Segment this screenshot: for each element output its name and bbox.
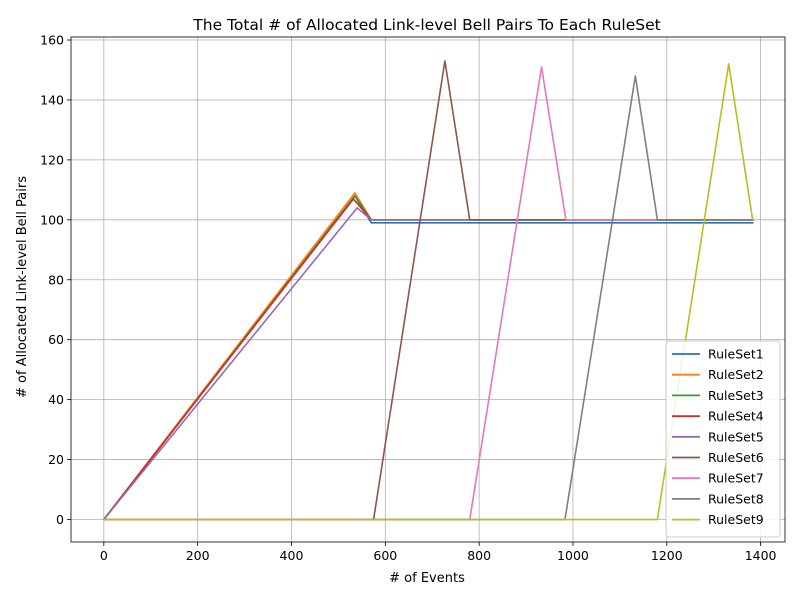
y-axis-title: # of Allocated Link-level Bell Pairs bbox=[15, 176, 30, 398]
series-line-ruleset4 bbox=[103, 198, 754, 521]
x-tick-label: 1000 bbox=[557, 548, 589, 563]
y-tick-label: 0 bbox=[56, 512, 64, 527]
x-tick-label: 0 bbox=[100, 548, 108, 563]
x-axis-ticks: 0 200 400 600 800 1000 1200 1400 bbox=[100, 542, 777, 563]
y-tick-label: 20 bbox=[48, 452, 64, 467]
legend-entry-ruleset9: RuleSet9 bbox=[708, 512, 764, 527]
legend-entry-ruleset8: RuleSet8 bbox=[708, 491, 764, 506]
series-line-ruleset3 bbox=[103, 195, 754, 521]
y-tick-label: 60 bbox=[48, 332, 64, 347]
chart-title: The Total # of Allocated Link-level Bell… bbox=[192, 16, 660, 34]
x-tick-label: 600 bbox=[373, 548, 397, 563]
series-line-ruleset9 bbox=[103, 63, 754, 521]
series-line-ruleset6 bbox=[103, 60, 754, 521]
legend-entry-ruleset3: RuleSet3 bbox=[708, 388, 764, 403]
legend-entry-ruleset1: RuleSet1 bbox=[708, 347, 764, 362]
legend-entry-ruleset4: RuleSet4 bbox=[708, 409, 764, 424]
x-tick-label: 1400 bbox=[745, 548, 777, 563]
y-tick-label: 80 bbox=[48, 272, 64, 287]
x-tick-label: 800 bbox=[467, 548, 491, 563]
y-tick-label: 100 bbox=[40, 212, 64, 227]
series-line-ruleset2 bbox=[103, 192, 754, 521]
series-line-ruleset7 bbox=[103, 66, 754, 521]
legend: RuleSet1 RuleSet2 RuleSet3 RuleSet4 RuleSet5… bbox=[665, 340, 781, 538]
y-tick-label: 140 bbox=[40, 92, 64, 107]
legend-entry-ruleset6: RuleSet6 bbox=[708, 450, 764, 465]
x-axis-title: # of Events bbox=[389, 571, 465, 586]
y-tick-label: 40 bbox=[48, 392, 64, 407]
y-axis-ticks: 0 20 40 60 80 100 120 140 160 bbox=[40, 32, 71, 527]
plot-frame bbox=[70, 36, 786, 543]
series-layer bbox=[103, 60, 754, 521]
x-tick-label: 200 bbox=[186, 548, 210, 563]
series-line-ruleset8 bbox=[103, 75, 754, 521]
x-tick-label: 400 bbox=[280, 548, 304, 563]
x-tick-label: 1200 bbox=[651, 548, 683, 563]
legend-entry-ruleset2: RuleSet2 bbox=[708, 367, 764, 382]
legend-box bbox=[665, 340, 781, 538]
legend-entry-ruleset7: RuleSet7 bbox=[708, 471, 764, 486]
series-line-ruleset1 bbox=[103, 195, 754, 521]
y-tick-label: 160 bbox=[40, 32, 64, 47]
y-tick-label: 120 bbox=[40, 152, 64, 167]
series-line-ruleset5 bbox=[103, 207, 754, 521]
legend-entry-ruleset5: RuleSet5 bbox=[708, 429, 764, 444]
